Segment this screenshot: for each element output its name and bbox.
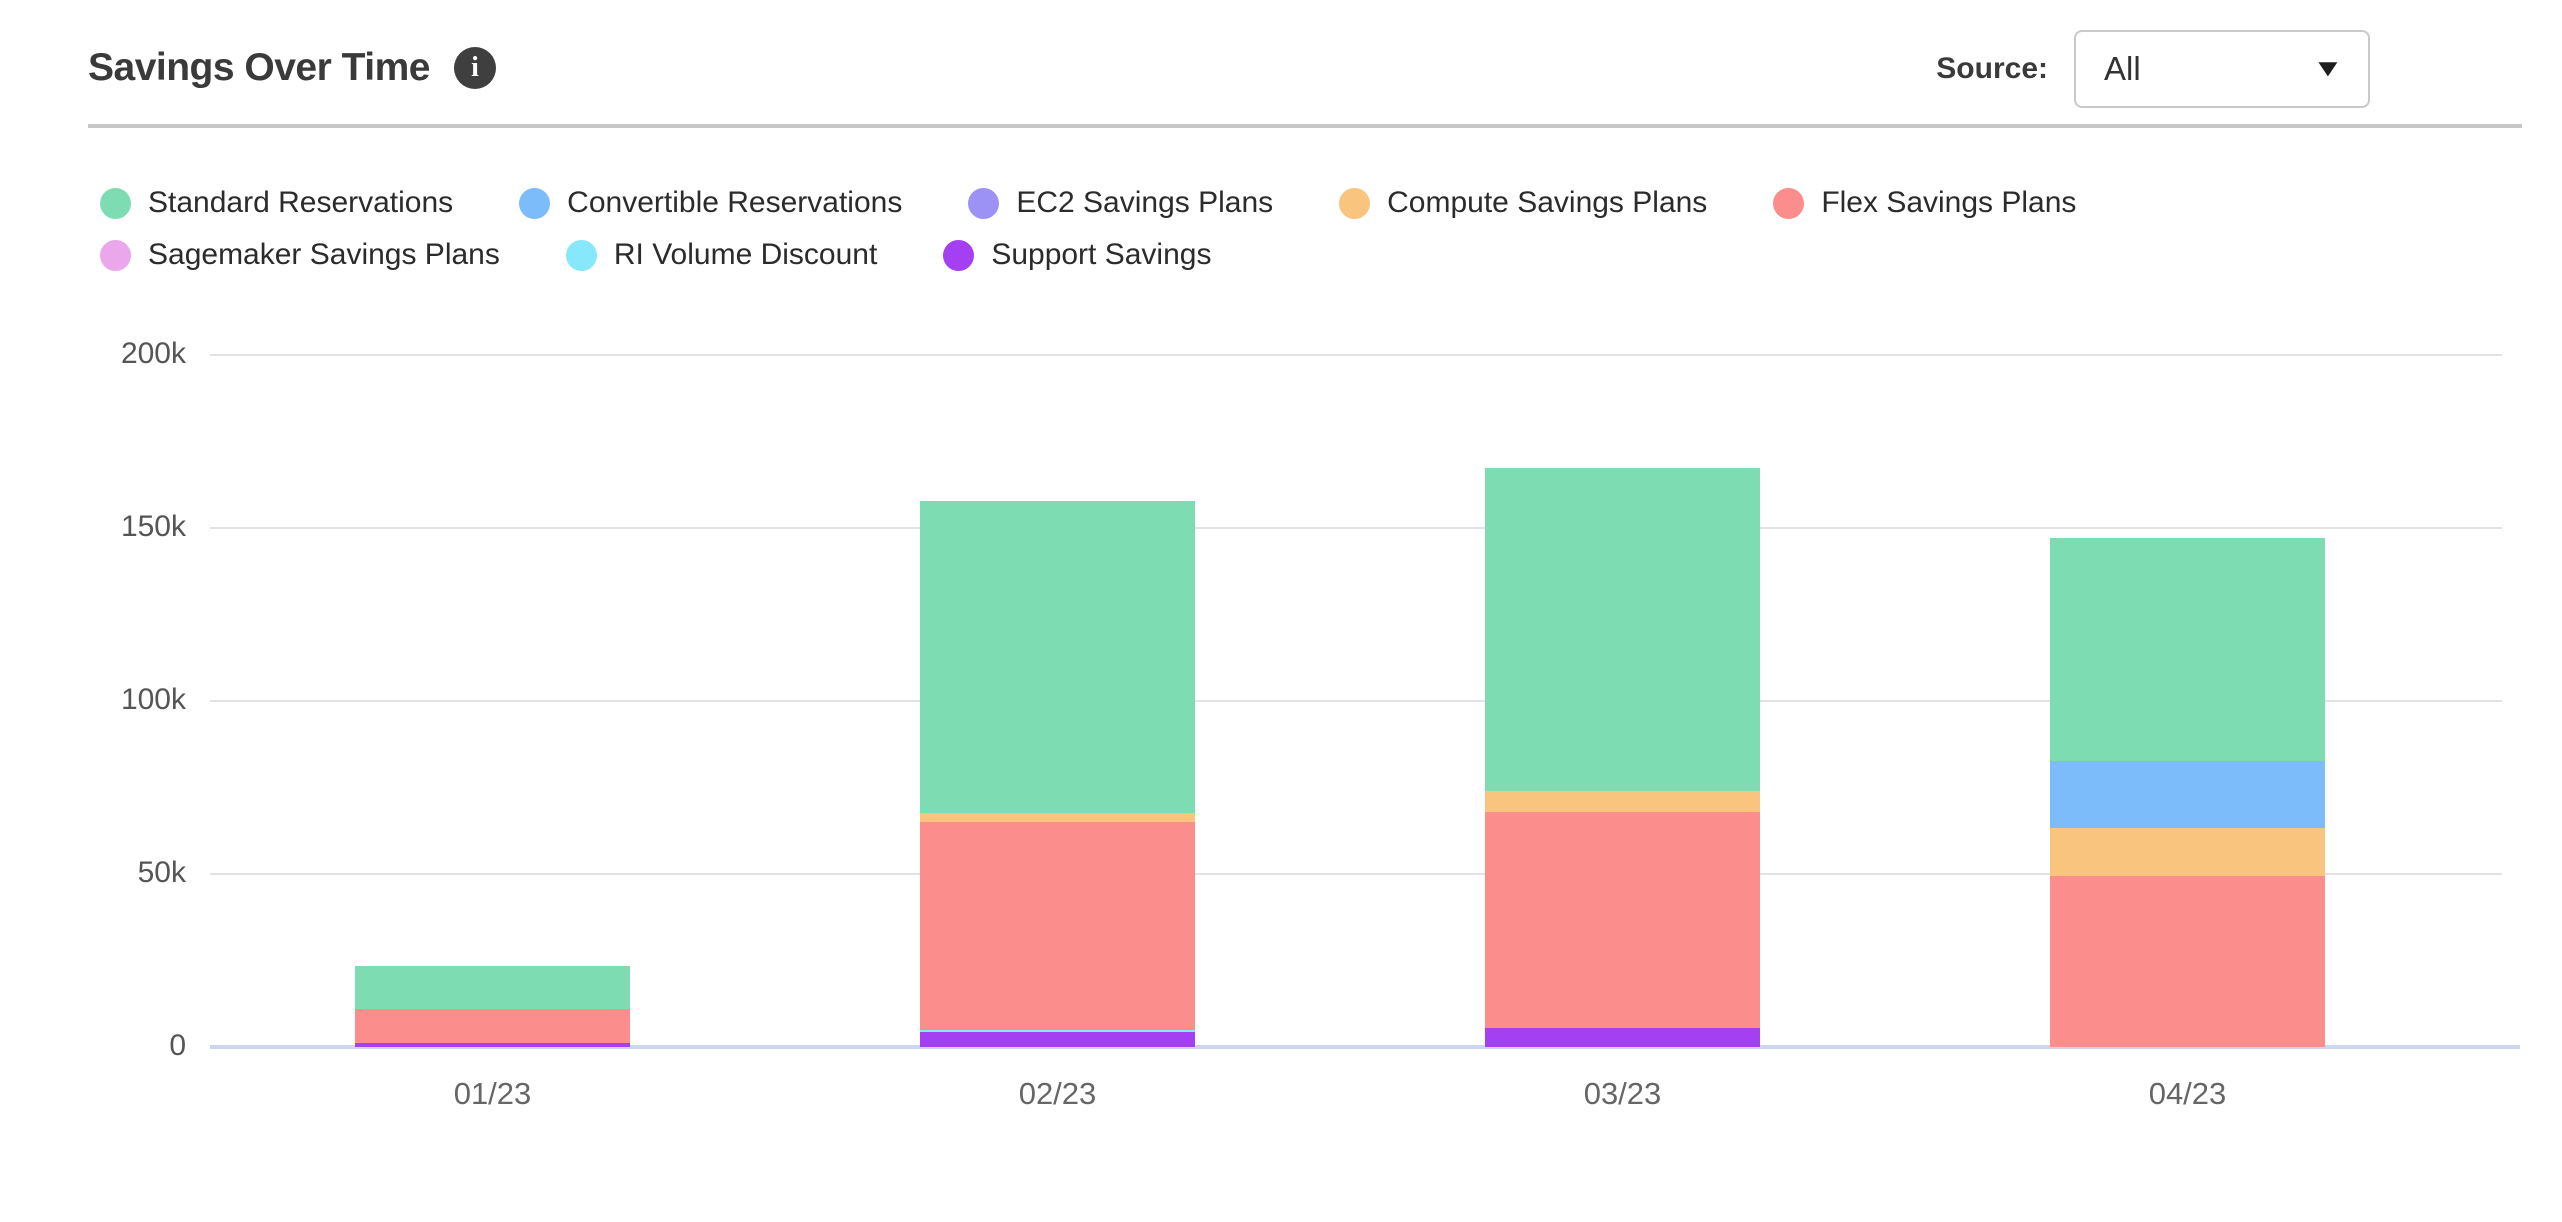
legend-item-label: Compute Savings Plans bbox=[1387, 186, 1708, 219]
legend-dot-icon bbox=[943, 239, 975, 271]
bar-segment[interactable] bbox=[1485, 468, 1760, 792]
legend-item-label: Standard Reservations bbox=[148, 186, 454, 219]
bar-segment[interactable] bbox=[355, 1008, 630, 1044]
y-axis-tick-label: 150k bbox=[120, 510, 186, 543]
legend-item-sagemaker-savings-plans[interactable]: Sagemaker Savings Plans bbox=[100, 238, 500, 272]
bar-segment[interactable] bbox=[2050, 827, 2325, 877]
bar-segment[interactable] bbox=[2050, 537, 2325, 761]
bar-segment[interactable] bbox=[920, 813, 1195, 822]
legend-dot-icon bbox=[565, 239, 597, 271]
source-label: Source: bbox=[1936, 52, 2048, 85]
legend-dot-icon bbox=[1339, 187, 1371, 219]
source-control: Source: All ▼ bbox=[1936, 30, 2370, 108]
bar-segment[interactable] bbox=[1485, 812, 1760, 1029]
legend-item-label: Convertible Reservations bbox=[567, 186, 903, 219]
legend-item-label: Flex Savings Plans bbox=[1821, 186, 2077, 219]
gridline bbox=[210, 873, 2502, 875]
x-axis-tick-label: 04/23 bbox=[2148, 1076, 2227, 1111]
bar-segment[interactable] bbox=[2050, 876, 2325, 1047]
bar-segment[interactable] bbox=[920, 501, 1195, 814]
bar-segment[interactable] bbox=[1485, 791, 1760, 813]
page-title: Savings Over Time bbox=[88, 46, 430, 89]
legend-item-convertible-reservations[interactable]: Convertible Reservations bbox=[519, 186, 902, 220]
bar-segment[interactable] bbox=[920, 1032, 1195, 1047]
info-icon[interactable]: i bbox=[453, 47, 496, 89]
header-divider bbox=[88, 124, 2522, 128]
legend-dot-icon bbox=[1773, 187, 1805, 219]
x-axis-tick-label: 03/23 bbox=[1583, 1076, 1662, 1111]
source-dropdown-value: All bbox=[2104, 50, 2141, 87]
gridline bbox=[210, 527, 2502, 529]
legend: Standard Reservations Convertible Reserva… bbox=[100, 186, 2160, 272]
legend-item-flex-savings-plans[interactable]: Flex Savings Plans bbox=[1773, 186, 2076, 220]
y-axis-tick-label: 0 bbox=[169, 1029, 186, 1062]
y-axis-tick-label: 200k bbox=[120, 337, 186, 370]
bar-segment[interactable] bbox=[920, 1030, 1195, 1033]
x-axis-tick-label: 01/23 bbox=[453, 1076, 532, 1111]
legend-dot-icon bbox=[968, 187, 1000, 219]
gridline bbox=[210, 354, 2502, 356]
legend-item-label: EC2 Savings Plans bbox=[1016, 186, 1274, 219]
legend-item-label: RI Volume Discount bbox=[613, 238, 878, 271]
bar-segment[interactable] bbox=[355, 1043, 630, 1047]
x-axis-line bbox=[210, 1045, 2520, 1049]
x-axis-tick-label: 02/23 bbox=[1018, 1076, 1097, 1111]
legend-item-ri-volume-discount[interactable]: RI Volume Discount bbox=[565, 238, 878, 272]
legend-dot-icon bbox=[100, 239, 131, 271]
panel-header: Savings Over Time i bbox=[88, 46, 496, 90]
legend-item-standard-reservations[interactable]: Standard Reservations bbox=[100, 186, 453, 220]
chart-canvas: 200k 150k 100k 50k 0 01/23 02/23 03/23 04/23 bbox=[0, 337, 2562, 1140]
legend-item-label: Sagemaker Savings Plans bbox=[148, 238, 500, 271]
source-dropdown[interactable]: All ▼ bbox=[2074, 30, 2370, 108]
bar-segment[interactable] bbox=[1485, 1028, 1760, 1047]
legend-dot-icon bbox=[100, 187, 131, 219]
legend-item-label: Support Savings bbox=[991, 238, 1212, 271]
legend-item-ec2-savings-plans[interactable]: EC2 Savings Plans bbox=[968, 186, 1273, 220]
gridline bbox=[210, 700, 2502, 702]
bar-segment[interactable] bbox=[2050, 760, 2325, 828]
bar-segment[interactable] bbox=[920, 821, 1195, 1031]
legend-item-support-savings[interactable]: Support Savings bbox=[943, 238, 1211, 272]
chevron-down-icon: ▼ bbox=[2312, 55, 2345, 82]
y-axis-tick-label: 50k bbox=[137, 856, 186, 889]
bar-segment[interactable] bbox=[355, 966, 630, 1009]
legend-item-compute-savings-plans[interactable]: Compute Savings Plans bbox=[1339, 186, 1707, 220]
legend-dot-icon bbox=[519, 187, 551, 219]
y-axis-tick-label: 100k bbox=[120, 683, 186, 716]
